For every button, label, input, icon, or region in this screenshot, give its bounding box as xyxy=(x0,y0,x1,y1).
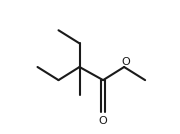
Text: O: O xyxy=(121,57,130,67)
Text: O: O xyxy=(99,116,107,126)
